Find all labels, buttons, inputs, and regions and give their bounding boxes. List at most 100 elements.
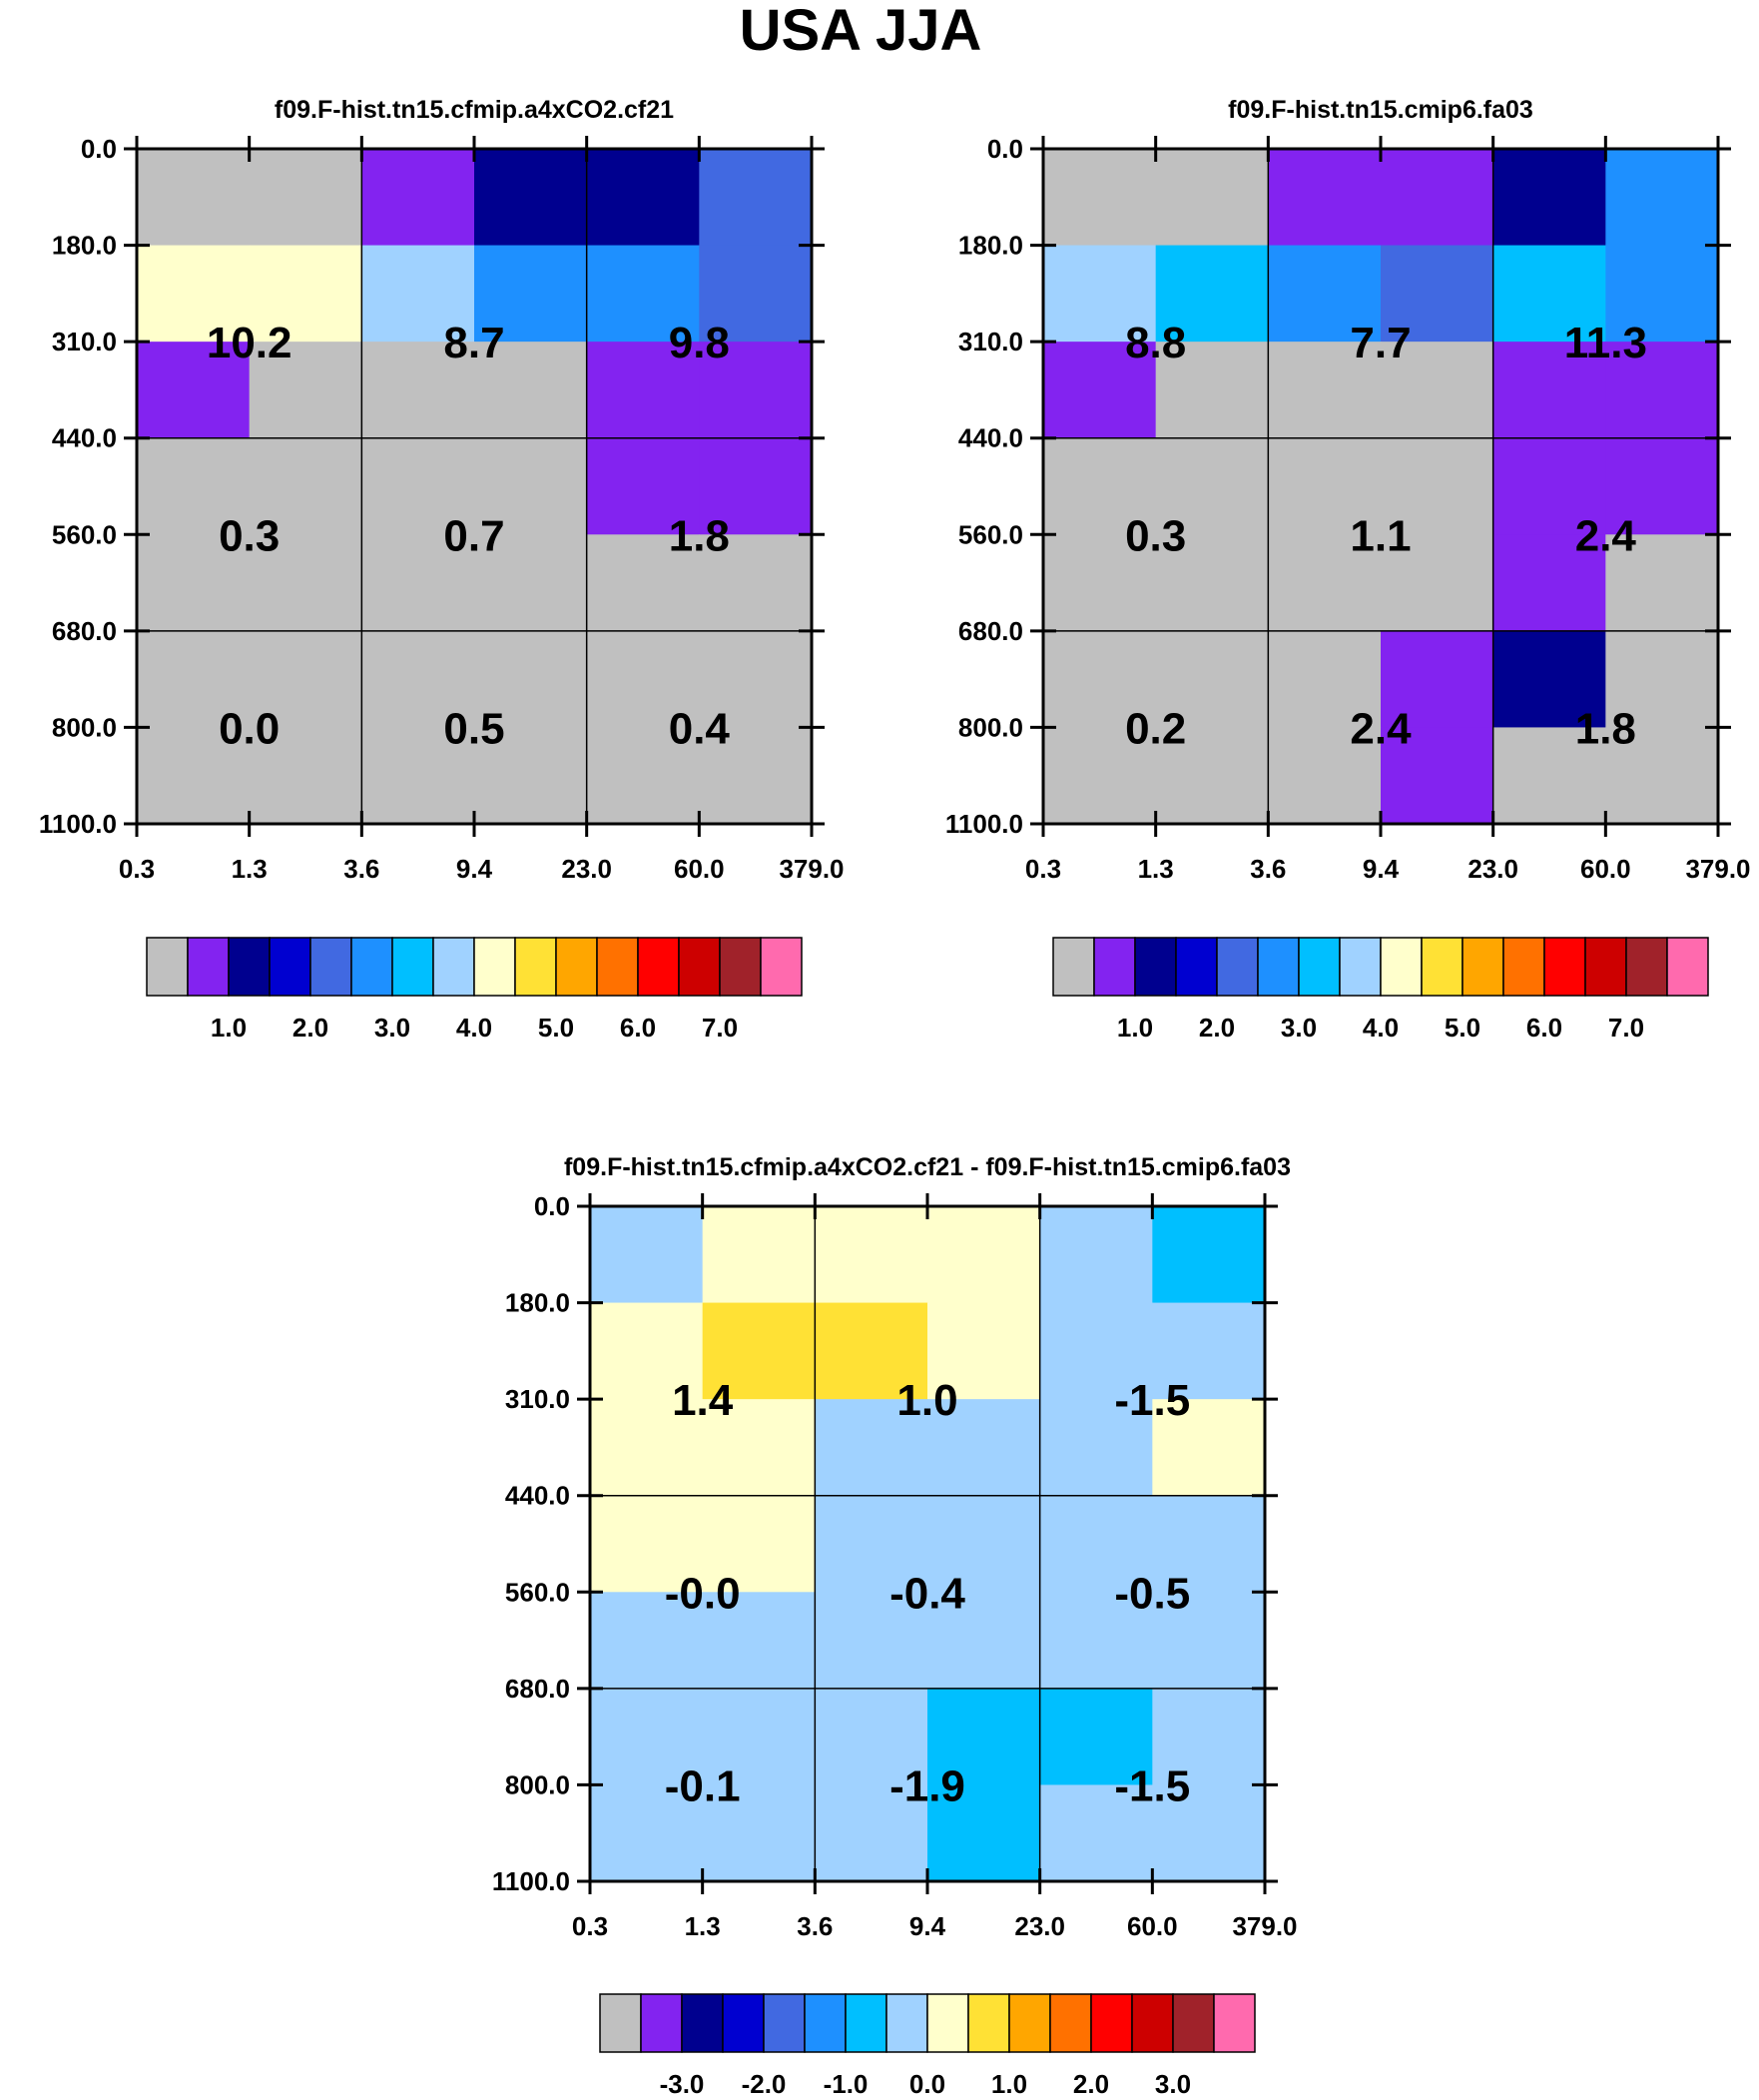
colorbar-box xyxy=(1421,937,1464,997)
colorbar-box xyxy=(1339,937,1382,997)
heat-cell xyxy=(249,437,362,535)
y-tick-label: 680.0 xyxy=(52,616,117,646)
heat-cell xyxy=(1492,245,1606,343)
colorbar-box xyxy=(391,937,434,997)
colorbar-box xyxy=(1052,937,1095,997)
colorbar-label: 2.0 xyxy=(293,1013,328,1043)
heat-cell xyxy=(590,1206,704,1304)
heat-cell xyxy=(815,1592,928,1690)
colorbar-label: 4.0 xyxy=(456,1013,492,1043)
heat-cell xyxy=(1605,342,1719,439)
heat-cell xyxy=(927,1399,1041,1497)
colorbar-box xyxy=(187,937,230,997)
colorbar-label: 7.0 xyxy=(1608,1013,1644,1043)
colorbar-label: -3.0 xyxy=(660,2069,705,2099)
heat-cell xyxy=(1268,534,1382,632)
heat-cell xyxy=(1381,727,1494,825)
heat-cell xyxy=(586,630,700,729)
colorbar-box xyxy=(1213,1993,1256,2053)
x-tick-label: 0.3 xyxy=(1025,854,1061,884)
heat-cell xyxy=(1043,534,1157,632)
colorbar-box xyxy=(926,1993,969,2053)
colorbar-box xyxy=(763,1993,806,2053)
heat-cell xyxy=(474,437,588,535)
heat-cell xyxy=(1381,149,1494,247)
colorbar-box xyxy=(1625,937,1668,997)
heat-cell xyxy=(1492,149,1606,247)
heat-cell xyxy=(927,1688,1041,1786)
cell-value-label: 0.5 xyxy=(443,704,504,753)
cell-value-label: 0.2 xyxy=(1125,704,1186,753)
x-tick-label: 379.0 xyxy=(1232,1911,1297,1941)
heat-cell xyxy=(699,727,813,825)
heat-cell xyxy=(586,245,700,343)
colorbar-box xyxy=(350,937,393,997)
x-tick-label: 379.0 xyxy=(779,854,844,884)
y-tick-label: 560.0 xyxy=(958,519,1023,549)
colorbar-box xyxy=(1008,1993,1051,2053)
cell-value-label: -0.5 xyxy=(1114,1569,1190,1618)
cell-value-label: -0.0 xyxy=(665,1569,741,1618)
colorbar-box xyxy=(681,1993,724,2053)
colorbar-box xyxy=(1172,1993,1215,2053)
y-tick-label: 310.0 xyxy=(958,327,1023,356)
cell-value-label: 2.4 xyxy=(1350,704,1412,753)
colorbar-label: 3.0 xyxy=(374,1013,410,1043)
heat-cell xyxy=(1268,437,1382,535)
y-tick-label: 560.0 xyxy=(505,1577,570,1607)
heat-cell xyxy=(815,1302,928,1400)
colorbar-label: -1.0 xyxy=(824,2069,869,2099)
heat-cell xyxy=(1492,727,1606,825)
panel-title: f09.F-hist.tn15.cfmip.a4xCO2.cf21 - f09.… xyxy=(564,1153,1291,1181)
heat-cell xyxy=(699,149,813,247)
heat-cell xyxy=(586,727,700,825)
cell-value-label: 1.8 xyxy=(669,511,730,560)
heat-cell xyxy=(586,534,700,632)
heat-cell xyxy=(590,1399,704,1497)
cell-value-label: 8.8 xyxy=(1125,319,1186,367)
heat-cell xyxy=(361,245,475,343)
colorbar: 1.0 2.0 3.0 4.0 5.0 6.0 7.0 xyxy=(146,937,803,1043)
heat-cell xyxy=(590,1592,704,1690)
colorbar-box xyxy=(1216,937,1259,997)
heat-cell xyxy=(927,1302,1041,1400)
heat-cell xyxy=(361,149,475,247)
heat-cell xyxy=(586,342,700,439)
x-tick-label: 379.0 xyxy=(1685,854,1750,884)
heat-cell xyxy=(1039,1688,1153,1786)
heat-cell xyxy=(1605,245,1719,343)
heat-cell xyxy=(137,437,251,535)
x-tick-label: 0.3 xyxy=(572,1911,608,1941)
colorbar-box xyxy=(228,937,271,997)
panel-1: f09.F-hist.tn15.cfmip.a4xCO2.cf21 0.0 180.… xyxy=(39,96,845,1043)
heat-cell xyxy=(474,727,588,825)
colorbar-label: 6.0 xyxy=(1526,1013,1562,1043)
x-tick-label: 9.4 xyxy=(909,1911,946,1941)
heat-cell xyxy=(1152,1206,1266,1304)
heat-cell xyxy=(137,342,251,439)
heat-cell xyxy=(1381,437,1494,535)
colorbar-box xyxy=(885,1993,928,2053)
heat-cell xyxy=(590,1784,704,1882)
heat-cell xyxy=(702,1784,816,1882)
heat-cell xyxy=(1155,437,1269,535)
colorbar: -3.0 -2.0 -1.0 0.0 1.0 2.0 3.0 xyxy=(599,1993,1256,2099)
cell-value-label: 8.7 xyxy=(443,319,504,367)
plots: f09.F-hist.tn15.cfmip.a4xCO2.cf21 0.0 180.… xyxy=(39,96,1751,2099)
heat-cell xyxy=(1492,342,1606,439)
colorbar-box xyxy=(1462,937,1504,997)
heat-cell xyxy=(249,245,362,343)
heat-cell xyxy=(586,437,700,535)
colorbar-label: 5.0 xyxy=(1445,1013,1480,1043)
colorbar-label: -2.0 xyxy=(742,2069,787,2099)
heat-cell xyxy=(1043,342,1157,439)
x-tick-label: 23.0 xyxy=(561,854,612,884)
heat-cell xyxy=(1043,437,1157,535)
colorbar-box xyxy=(514,937,557,997)
heat-cell xyxy=(1605,534,1719,632)
x-tick-label: 1.3 xyxy=(685,1911,721,1941)
panel-2: f09.F-hist.tn15.cmip6.fa03 0.0 180.0 310.0 4… xyxy=(945,96,1751,1043)
colorbar-box xyxy=(269,937,311,997)
y-tick-label: 440.0 xyxy=(505,1481,570,1511)
heat-cell xyxy=(815,1206,928,1304)
